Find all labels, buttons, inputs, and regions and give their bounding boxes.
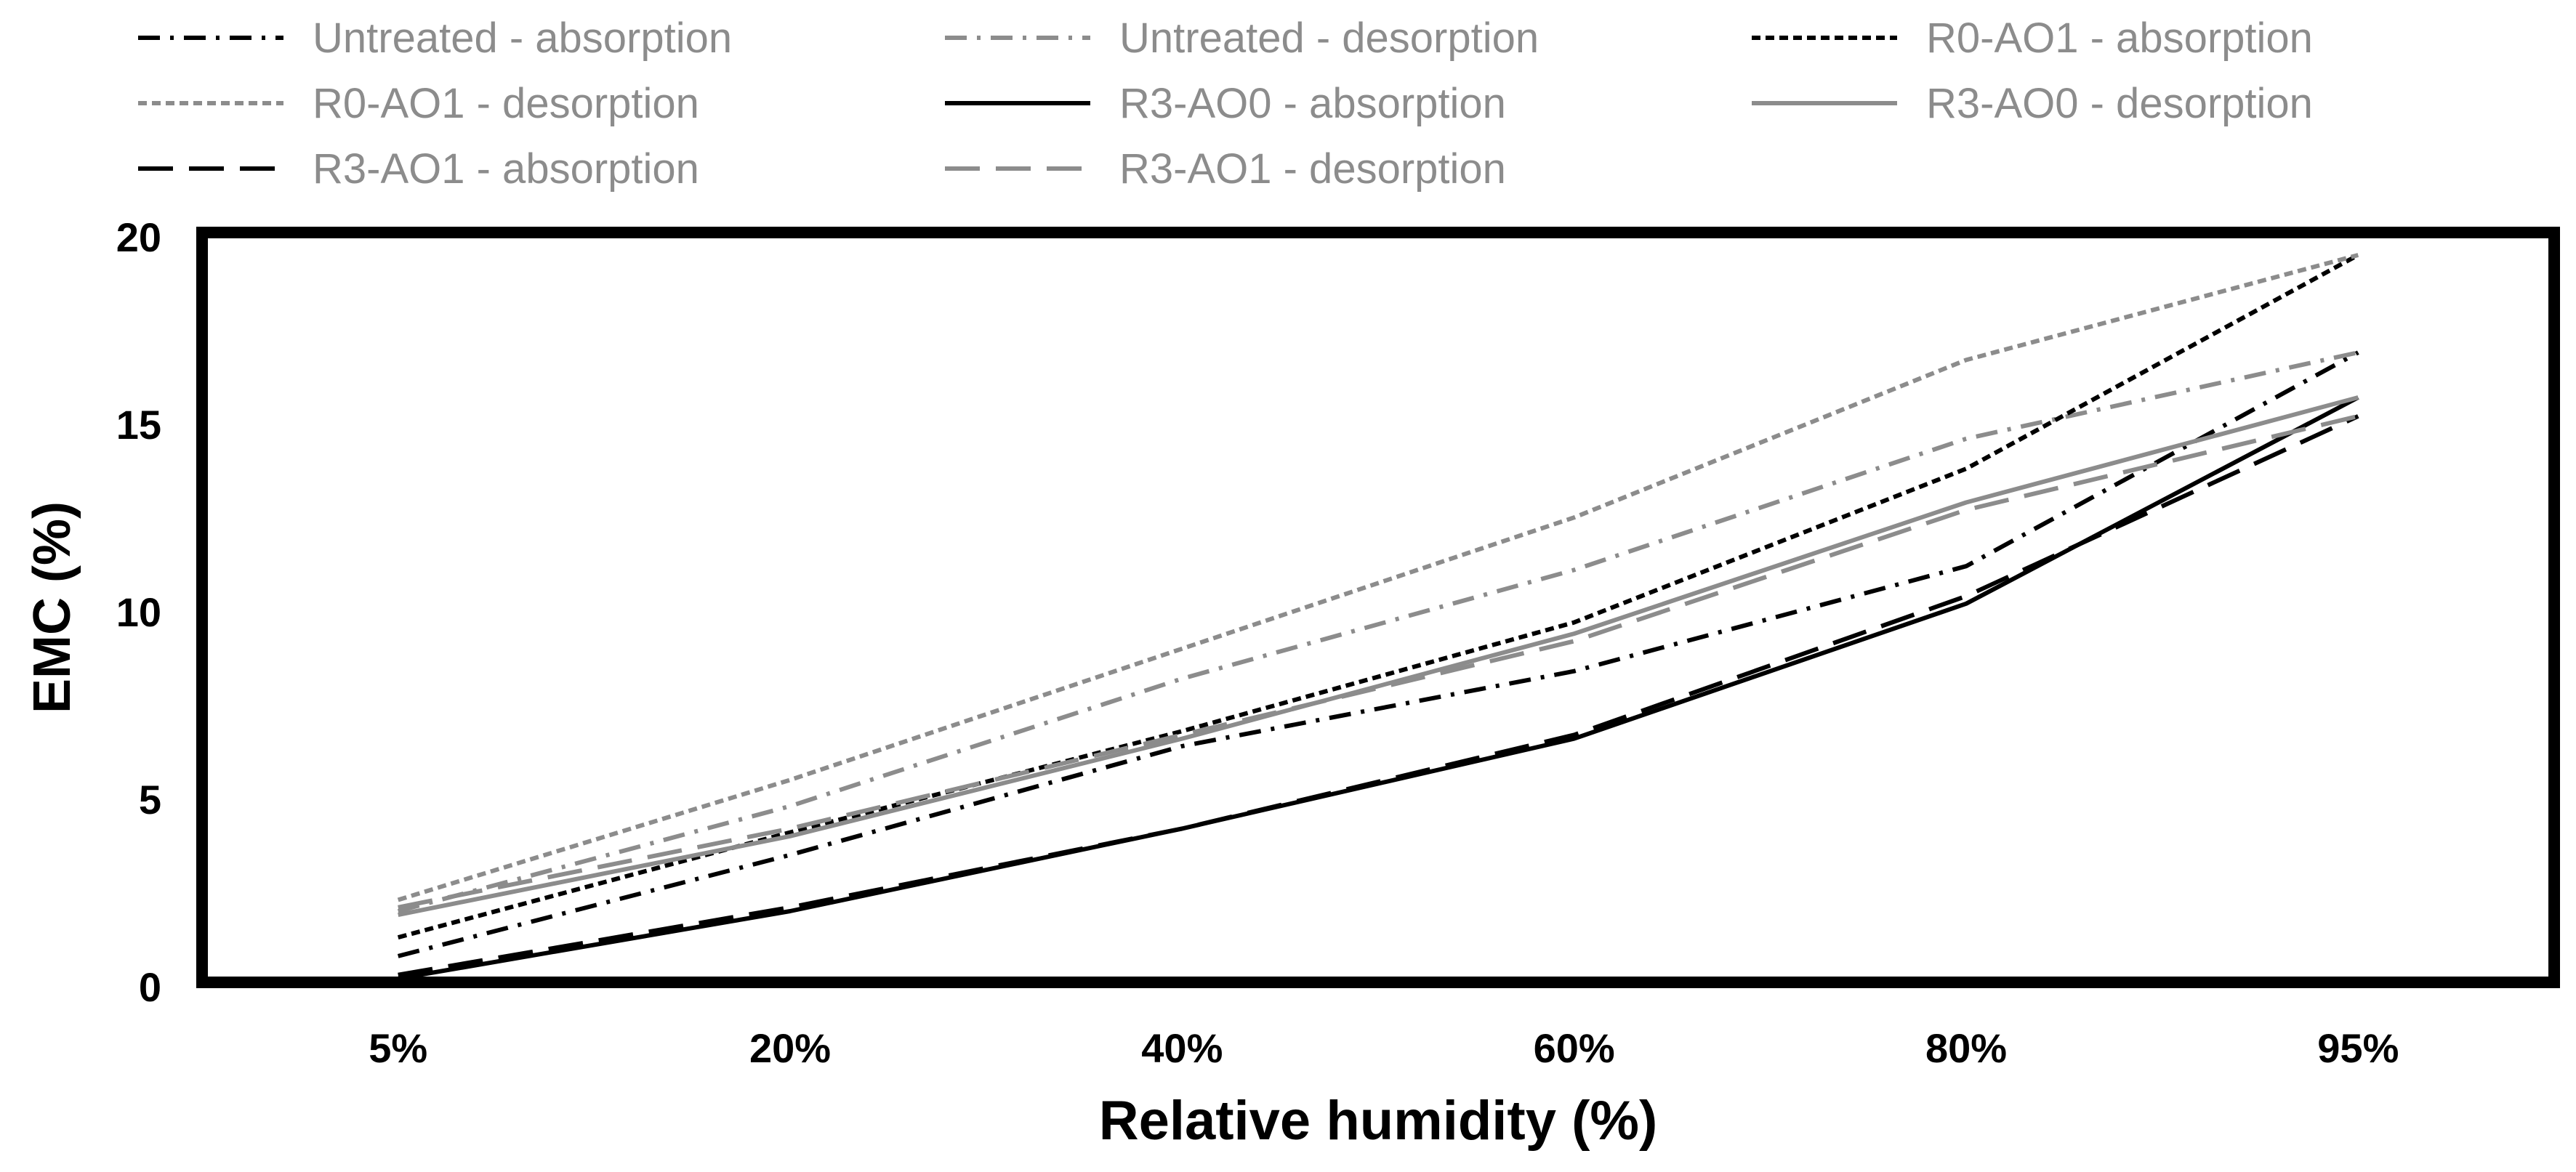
- y-axis-label: EMC (%): [23, 501, 81, 714]
- x-axis-ticks: 5% 20% 40% 60% 80% 95%: [369, 1025, 2399, 1071]
- legend-label: Untreated - desorption: [1119, 15, 1539, 62]
- series-line-r3-ao1-desorption: [398, 413, 2359, 910]
- y-tick-label: 20: [116, 214, 161, 260]
- legend-label: R3-AO0 - desorption: [1926, 80, 2313, 127]
- y-tick-label: 15: [116, 402, 161, 448]
- legend-item-r3-ao1-absorption: R3-AO1 - absorption: [138, 145, 699, 193]
- series-layer: [397, 253, 2359, 981]
- series-line-untreated-absorption: [397, 350, 2359, 958]
- legend-label: Untreated - absorption: [313, 15, 732, 62]
- x-tick-label: 40%: [1141, 1025, 1223, 1071]
- legend-label: R3-AO0 - absorption: [1119, 80, 1506, 127]
- x-tick-label: 5%: [369, 1025, 427, 1071]
- plot-area: [196, 227, 2560, 988]
- legend-item-untreated-absorption: Untreated - absorption: [138, 15, 732, 62]
- legend-label: R3-AO1 - absorption: [313, 145, 699, 193]
- plot-frame: [196, 227, 2560, 988]
- y-tick-label: 0: [139, 964, 161, 1010]
- legend-item-r3-ao1-desorption: R3-AO1 - desorption: [945, 145, 1506, 193]
- legend-item-r0-ao1-desorption: R0-AO1 - desorption: [138, 80, 699, 127]
- legend-item-r3-ao0-desorption: R3-AO0 - desorption: [1752, 80, 2313, 127]
- legend-label: R0-AO1 - desorption: [313, 80, 699, 127]
- x-axis-label: Relative humidity (%): [1099, 1090, 1658, 1152]
- x-tick-label: 60%: [1534, 1025, 1615, 1071]
- x-tick-label: 80%: [1925, 1025, 2007, 1071]
- y-tick-label: 10: [116, 589, 161, 635]
- y-axis-ticks: 0 5 10 15 20: [116, 214, 161, 1010]
- legend-item-r3-ao0-absorption: R3-AO0 - absorption: [945, 80, 1506, 127]
- series-line-r3-ao1-absorption: [398, 414, 2359, 977]
- legend-item-r0-ao1-absorption: R0-AO1 - absorption: [1752, 15, 2313, 62]
- legend: Untreated - absorption Untreated - desorp…: [138, 15, 2313, 193]
- x-tick-label: 95%: [2317, 1025, 2399, 1071]
- legend-label: R3-AO1 - desorption: [1119, 145, 1506, 193]
- series-line-r3-ao0-desorption: [398, 395, 2359, 918]
- legend-label: R0-AO1 - absorption: [1926, 15, 2313, 62]
- series-line-r0-ao1-desorption: [397, 253, 2359, 902]
- y-tick-label: 5: [139, 777, 161, 823]
- legend-item-untreated-desorption: Untreated - desorption: [945, 15, 1539, 62]
- series-line-untreated-desorption: [397, 350, 2359, 913]
- series-line-r0-ao1-absorption: [397, 253, 2359, 939]
- x-tick-label: 20%: [749, 1025, 831, 1071]
